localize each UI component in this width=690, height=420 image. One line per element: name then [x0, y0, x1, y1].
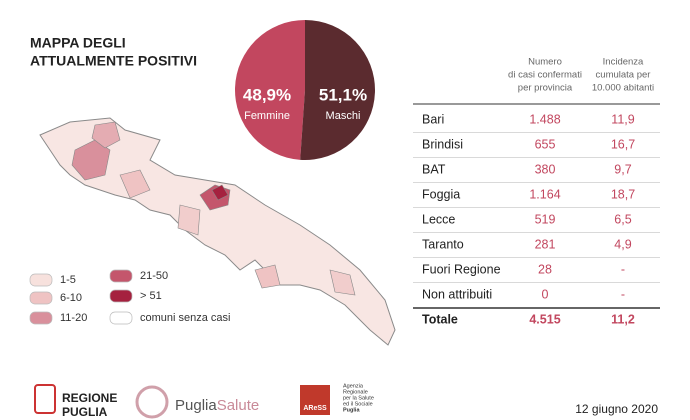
title-line: ATTUALMENTE POSITIVI	[30, 53, 197, 69]
legend: 1-5 6-10 11-20 21-50 > 51 comuni senza casi	[29, 269, 231, 325]
table: Numero di casi confermati per provincia Inc…	[413, 57, 660, 326]
legend-label: 6-10	[60, 292, 82, 304]
municipality	[211, 184, 229, 201]
salute-logo-text: PugliaSalute	[175, 397, 259, 414]
map	[39, 117, 396, 346]
column-header: Incidenza	[603, 57, 644, 68]
column-header: 10.000 abitanti	[592, 83, 654, 94]
table-cell: Totale	[422, 312, 458, 326]
aress-name: Puglia	[343, 407, 360, 413]
aress-name: ed il Sociale	[343, 401, 373, 407]
column-header: Numero	[528, 57, 562, 68]
table-cell: 9,7	[614, 162, 631, 176]
table-cell: Fuori Regione	[422, 262, 501, 276]
pie-category-label: Femmine	[244, 110, 290, 122]
legend-swatch	[109, 289, 133, 303]
table-cell: 6,5	[614, 212, 631, 226]
table-cell: -	[621, 287, 625, 301]
column-header: per provincia	[518, 83, 573, 94]
municipality	[91, 121, 121, 149]
table-cell: Non attribuiti	[422, 287, 492, 301]
table-cell: 281	[535, 237, 556, 251]
legend-swatch	[109, 269, 133, 283]
municipality	[329, 269, 356, 296]
table-cell: BAT	[422, 162, 446, 176]
date: 12 giugno 2020	[575, 402, 658, 416]
pie-chart: 48,9% Femmine 51,1% Maschi	[235, 20, 376, 161]
table-cell: 16,7	[611, 137, 635, 151]
table-cell: 4.515	[529, 312, 560, 326]
table-cell: 519	[535, 212, 556, 226]
salute-logo-word: Puglia	[175, 397, 217, 414]
table-cell: Brindisi	[422, 137, 463, 151]
table-cell: 380	[535, 162, 556, 176]
table-cell: 18,7	[611, 187, 635, 201]
salute-logo-icon	[135, 385, 169, 419]
column-header: di casi confermati	[508, 70, 582, 81]
table-cell: 1.164	[529, 187, 560, 201]
title-line: MAPPA DEGLI	[30, 35, 126, 51]
table-cell: 28	[538, 262, 552, 276]
region-logo-text: REGIONE	[62, 391, 117, 405]
aress-name: Regionale	[343, 389, 368, 395]
municipality	[177, 204, 201, 236]
table-cell: 11,2	[611, 312, 635, 326]
aress-name: Agenzia	[343, 383, 364, 389]
region-logo-icon	[34, 384, 56, 414]
table-cell: Lecce	[422, 212, 455, 226]
table-cell: -	[621, 262, 625, 276]
municipality	[119, 169, 151, 199]
table-cell: Foggia	[422, 187, 460, 201]
pie-category-label: Maschi	[326, 110, 361, 122]
legend-swatch	[29, 311, 53, 325]
table-cell: Bari	[422, 112, 444, 126]
aress-logo-text: AReSS	[303, 405, 327, 412]
legend-swatch	[109, 311, 133, 325]
table-cell: 1.488	[529, 112, 560, 126]
legend-label: > 51	[140, 290, 162, 302]
legend-swatch	[29, 291, 53, 305]
pie-value-label: 48,9%	[243, 85, 291, 104]
municipality	[254, 264, 281, 289]
table-cell: 4,9	[614, 237, 631, 251]
salute-logo-word: Salute	[217, 397, 260, 414]
legend-label: 1-5	[60, 274, 76, 286]
aress-logo-icon	[300, 385, 330, 415]
footer: REGIONE PUGLIA PugliaSalute AReSS Agenzi…	[34, 383, 658, 419]
legend-label: comuni senza casi	[140, 312, 231, 324]
pie-value-label: 51,1%	[319, 85, 367, 104]
legend-label: 21-50	[140, 270, 168, 282]
table-cell: 11,9	[611, 112, 634, 126]
legend-label: 11-20	[60, 312, 87, 324]
table-cell: 0	[542, 287, 549, 301]
aress-name: per la Salute	[343, 395, 374, 401]
legend-swatch	[29, 273, 53, 287]
pie-slice	[300, 20, 376, 161]
table-cell: Taranto	[422, 237, 464, 251]
column-header: cumulata per	[596, 70, 651, 81]
table-cell: 655	[535, 137, 556, 151]
pie-slice	[235, 20, 305, 160]
region-logo-text: PUGLIA	[62, 405, 108, 419]
